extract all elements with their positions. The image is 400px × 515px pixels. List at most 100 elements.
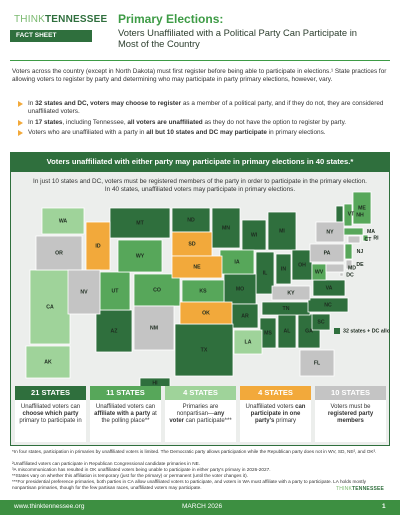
state [312, 279, 346, 297]
map: MT ND MN WI MI IL IN MO AR MS AL GA TN TX SC VA VT HI AZ NC… [25, 191, 390, 386]
state-label: AK [44, 359, 52, 365]
bold-text: all but 10 states and DC may participate [146, 129, 267, 136]
state-label: NC [324, 302, 332, 308]
state [343, 203, 353, 227]
footer-logo: THINKTENNESSEE [336, 486, 384, 492]
state [95, 309, 133, 353]
state-label: CO [153, 287, 161, 293]
state [133, 305, 175, 351]
state [352, 191, 372, 225]
state [344, 243, 353, 260]
category-text: Unaffiliated voters can affiliate with a… [90, 400, 161, 430]
state-label: GA [305, 328, 313, 334]
state-label: AL [284, 328, 292, 334]
state-label: ME [358, 205, 366, 211]
intro: Voters across the country (except in Nor… [12, 68, 387, 84]
state-label: UT [112, 288, 120, 294]
category-heading: 11 STATES [90, 386, 161, 400]
bold-text: affiliate with a party [94, 411, 151, 418]
state [41, 207, 85, 235]
state [179, 301, 233, 325]
state-label: WA [59, 218, 68, 224]
state-label: OH [298, 262, 306, 268]
state-label: KS [199, 288, 207, 294]
state-label: NY [326, 229, 334, 235]
bullet-arrow [18, 130, 23, 136]
footer-url[interactable]: www.thinktennessee.org [14, 503, 85, 510]
state-label: PA [324, 250, 331, 256]
bold-text: choose which party [22, 411, 79, 418]
category-text: Voters must be registered party members [315, 400, 386, 430]
panel-description: In just 10 states and DC, voters must be… [33, 178, 367, 193]
state [362, 234, 369, 242]
logo: THINKTENNESSEE [14, 14, 107, 25]
state [345, 259, 353, 270]
bullet: In 17 states, including Tennessee, all v… [28, 119, 390, 127]
legend-label: 32 states + DC allow party registration [343, 328, 390, 334]
category: 10 STATES Voters must be registered party… [315, 386, 386, 442]
bold-text: all voters are unaffiliated [127, 119, 203, 126]
state-label: TX [201, 347, 208, 353]
bold-text: 17 states [35, 119, 63, 126]
state [174, 323, 234, 377]
state [29, 269, 71, 345]
state-label: AZ [111, 328, 119, 334]
text: Voters who are unaffiliated with a party… [28, 129, 147, 136]
logo-think: THINK [336, 486, 352, 492]
text: Unaffiliated voters can [20, 404, 81, 410]
bullet-arrow [18, 101, 23, 107]
state [109, 207, 171, 239]
footer-date: MARCH 2026 [182, 503, 223, 510]
state-label: TN [283, 306, 290, 312]
state-label: ND [187, 217, 195, 223]
state [335, 205, 344, 223]
state [342, 227, 364, 236]
state-label: AR [241, 313, 249, 319]
text: at the polling place** [101, 411, 157, 425]
state [211, 207, 241, 249]
rule [10, 60, 390, 61]
text: In [28, 119, 36, 126]
state-label: SC [317, 319, 324, 325]
state [255, 251, 275, 295]
state [133, 273, 181, 307]
footnote: *In four states, participation in primar… [12, 449, 377, 454]
state [219, 249, 255, 275]
state [299, 349, 335, 377]
state-label: VA [326, 285, 333, 291]
text: as they do not have the option to regist… [202, 119, 347, 126]
category: 11 STATES Unaffiliated voters can affilia… [90, 386, 161, 442]
state [339, 272, 344, 277]
legend-swatch [334, 328, 340, 334]
state-label: NH [356, 212, 364, 218]
state-label: NV [80, 289, 88, 295]
state-label: IA [234, 259, 239, 265]
text: Unaffiliated voters [245, 404, 296, 410]
category-text: Unaffiliated voters can choose which par… [15, 400, 86, 430]
state [35, 235, 83, 271]
category-heading: 4 STATES [165, 386, 236, 400]
category: 4 STATES Unaffiliated voters can particip… [240, 386, 311, 442]
text: can participate*** [183, 418, 232, 425]
state-label: ID [95, 243, 100, 249]
state [171, 231, 213, 257]
subtitle: Voters Unaffiliated with a Political Par… [118, 27, 358, 49]
state-label: CT [365, 237, 373, 243]
text: Voters must be [330, 404, 371, 410]
state-label: KY [287, 290, 295, 296]
state [241, 219, 267, 251]
category-text: Primaries are nonpartisan—any voter can … [165, 400, 236, 430]
state [267, 211, 297, 251]
title: Primary Elections: [118, 12, 224, 26]
state-label: IL [263, 270, 268, 276]
state-label: NE [193, 264, 201, 270]
footnote: ***For presidential preference primaries… [12, 479, 366, 490]
state [67, 269, 101, 315]
state [233, 329, 263, 355]
state-label: MD [348, 265, 356, 271]
bold-text: any voter [169, 411, 225, 425]
state-label: NM [150, 325, 158, 331]
state-label: RI [373, 235, 379, 241]
panel-title: Voters unaffiliated with either party ma… [10, 152, 390, 172]
state-label: IN [281, 266, 286, 272]
